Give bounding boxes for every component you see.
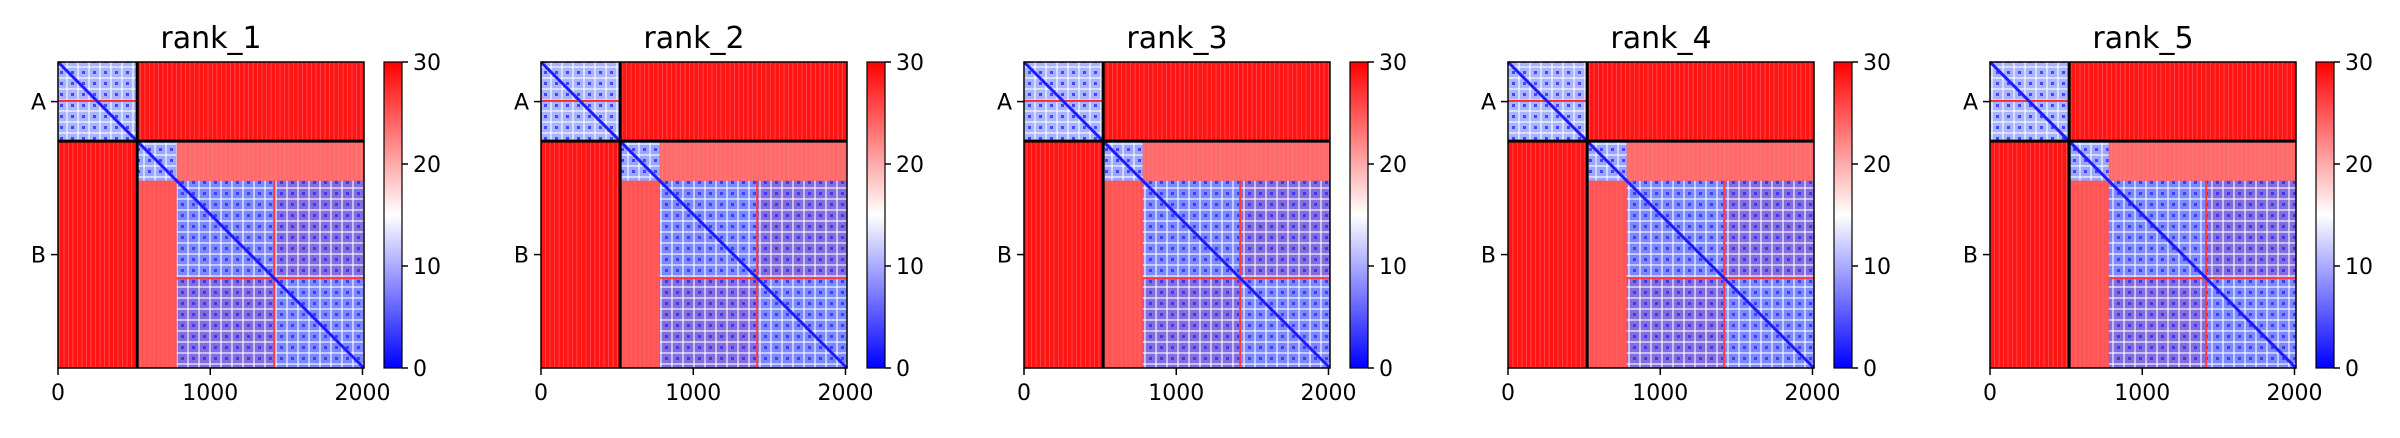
x-tick-label: 2000 <box>817 381 873 406</box>
offdiag-texture <box>757 180 847 279</box>
x-tick-label: 2000 <box>2266 381 2322 406</box>
offdiag-texture <box>1240 180 1330 279</box>
fringe-region <box>137 180 177 368</box>
axes-frame <box>1023 61 1331 369</box>
colorbar-tick-label: 10 <box>413 255 441 280</box>
x-tick-label: 1000 <box>665 381 721 406</box>
fringe-region <box>1103 180 1143 368</box>
colorbar-tick-label: 0 <box>2345 357 2359 382</box>
x-tick-label: 1000 <box>182 381 238 406</box>
colorbar-tick-label: 10 <box>1863 255 1891 280</box>
y-tick-label: A <box>997 91 1012 116</box>
x-tick-label: 0 <box>51 381 65 406</box>
heatmap-panel-1: rank_1 A B 0 1000 2000 0 10 20 30 <box>31 21 441 406</box>
colorbar <box>866 61 886 369</box>
y-tick-label: B <box>514 244 529 269</box>
colorbar-tick-label: 30 <box>1863 51 1891 76</box>
x-tick-label: 1000 <box>1148 381 1204 406</box>
heatmap-panel-4: rank_4 A B 0 1000 2000 0 10 20 30 <box>1481 21 1891 406</box>
x-tick-label: 0 <box>1983 381 1997 406</box>
colorbar-tick-label: 10 <box>896 255 924 280</box>
colorbar-tick-label: 0 <box>1863 357 1877 382</box>
fringe-region <box>1626 141 1814 181</box>
offdiag-texture <box>2108 278 2207 368</box>
colorbar-tick-label: 30 <box>1379 51 1407 76</box>
colorbar <box>383 61 403 369</box>
x-tick-label: 1000 <box>2114 381 2170 406</box>
heatmap-panel-5: rank_5 A B 0 1000 2000 0 10 20 30 <box>1963 21 2373 406</box>
colorbar-tick-label: 20 <box>1379 153 1407 178</box>
colorbar-tick-label: 10 <box>2345 255 2373 280</box>
offdiag-texture <box>2206 180 2296 279</box>
x-tick-label: 2000 <box>1300 381 1356 406</box>
axes-frame <box>540 61 848 369</box>
colorbar-tick-label: 0 <box>1379 357 1393 382</box>
colorbar-tick-label: 30 <box>413 51 441 76</box>
diagonal-line <box>56 60 366 370</box>
x-tick-label: 0 <box>534 381 548 406</box>
y-tick-label: A <box>1481 91 1496 116</box>
offdiag-texture <box>1626 278 1725 368</box>
fringe-region <box>176 141 364 181</box>
colorbar-tick-label: 20 <box>896 153 924 178</box>
x-tick-label: 0 <box>1501 381 1515 406</box>
offdiag-texture <box>274 180 364 279</box>
x-tick-label: 0 <box>1017 381 1031 406</box>
colorbar <box>1349 61 1369 369</box>
axes-frame <box>57 61 365 369</box>
panel-title: rank_2 <box>643 21 744 56</box>
panel-title: rank_1 <box>160 21 261 56</box>
y-tick-label: B <box>997 244 1012 269</box>
y-tick-label: B <box>1963 244 1978 269</box>
colorbar <box>2315 61 2335 369</box>
x-tick-label: 1000 <box>1632 381 1688 406</box>
colorbar-tick-label: 30 <box>2345 51 2373 76</box>
x-tick-label: 2000 <box>1784 381 1840 406</box>
diagonal-line <box>539 60 849 370</box>
fringe-region <box>620 180 660 368</box>
y-tick-label: B <box>1481 244 1496 269</box>
heatmap-panel-3: rank_3 A B 0 1000 2000 0 10 20 30 <box>997 21 1407 406</box>
axes-frame <box>1989 61 2297 369</box>
colorbar-tick-label: 30 <box>896 51 924 76</box>
diagonal-line <box>1506 60 1816 370</box>
fringe-region <box>2069 180 2109 368</box>
fringe-region <box>659 141 847 181</box>
colorbar-tick-label: 20 <box>1863 153 1891 178</box>
y-tick-label: A <box>514 91 529 116</box>
diagonal-line <box>1988 60 2298 370</box>
panel-title: rank_4 <box>1610 21 1711 56</box>
panel-title: rank_5 <box>2092 21 2193 56</box>
colorbar-tick-label: 0 <box>413 357 427 382</box>
y-tick-label: A <box>31 91 46 116</box>
colorbar-tick-label: 20 <box>2345 153 2373 178</box>
offdiag-texture <box>176 278 275 368</box>
offdiag-texture <box>659 278 758 368</box>
panel-title: rank_3 <box>1126 21 1227 56</box>
y-tick-label: B <box>31 244 46 269</box>
fringe-region <box>1587 180 1627 368</box>
fringe-region <box>1142 141 1330 181</box>
x-tick-label: 2000 <box>334 381 390 406</box>
colorbar-tick-label: 20 <box>413 153 441 178</box>
heatmap-panel-2: rank_2 A B 0 1000 2000 0 10 20 30 <box>514 21 924 406</box>
offdiag-texture <box>1724 180 1814 279</box>
offdiag-texture <box>1142 278 1241 368</box>
diagonal-line <box>1022 60 1332 370</box>
fringe-region <box>2108 141 2296 181</box>
colorbar-tick-label: 10 <box>1379 255 1407 280</box>
colorbar <box>1833 61 1853 369</box>
colorbar-tick-label: 0 <box>896 357 910 382</box>
axes-frame <box>1507 61 1815 369</box>
y-tick-label: A <box>1963 91 1978 116</box>
